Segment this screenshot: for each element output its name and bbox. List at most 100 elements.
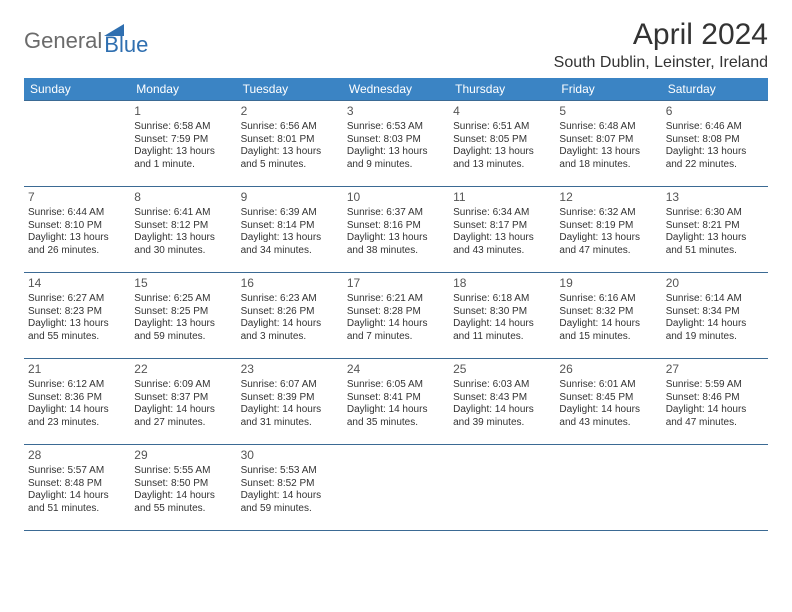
daylight-line: Daylight: 14 hours (134, 490, 232, 503)
daylight-line: and 7 minutes. (347, 331, 445, 344)
sunset-line: Sunset: 8:41 PM (347, 392, 445, 405)
sunrise-line: Sunrise: 6:09 AM (134, 379, 232, 392)
day-cell: 30 Sunrise: 5:53 AMSunset: 8:52 PMDayligh… (237, 445, 343, 531)
day-cell: 17Sunrise: 6:21 AMSunset: 8:28 PMDayligh… (343, 273, 449, 359)
sunrise-line: Sunrise: 5:53 AM (241, 465, 339, 478)
day-cell: 16Sunrise: 6:23 AMSunset: 8:26 PMDayligh… (237, 273, 343, 359)
week-row: 21 Sunrise: 6:12 AMSunset: 8:36 PM Dayligh… (24, 359, 768, 445)
daylight-line: Daylight: 14 hours (347, 318, 445, 331)
sunset-line: Sunset: 8:16 PM (347, 220, 445, 233)
daylight-line: Daylight: 14 hours (666, 318, 764, 331)
day-cell: 2Sunrise: 6:56 AMSunset: 8:01 PMDaylight… (237, 101, 343, 187)
sunrise-line: Sunrise: 6:12 AM (28, 379, 126, 392)
day-number: 30 (241, 448, 339, 463)
sunset-line: Sunset: 8:28 PM (347, 306, 445, 319)
daylight-line: and 23 minutes. (28, 417, 126, 430)
day-number: 27 (666, 362, 764, 377)
daylight-line: and 5 minutes. (241, 159, 339, 172)
daylight-line: and 27 minutes. (134, 417, 232, 430)
daylight-line: and 59 minutes. (134, 331, 232, 344)
sunrise-line: Sunrise: 6:58 AM (134, 121, 232, 134)
day-number: 8 (134, 190, 232, 205)
sunset-line: Sunset: 8:01 PM (241, 134, 339, 147)
daylight-line: and 55 minutes. (28, 331, 126, 344)
day-cell: 7Sunrise: 6:44 AMSunset: 8:10 PMDaylight… (24, 187, 130, 273)
day-cell: 5Sunrise: 6:48 AMSunset: 8:07 PMDaylight… (555, 101, 661, 187)
day-cell: 1Sunrise: 6:58 AMSunset: 7:59 PMDaylight… (130, 101, 236, 187)
day-number: 26 (559, 362, 657, 377)
daylight-line: and 3 minutes. (241, 331, 339, 344)
daylight-line: and 19 minutes. (666, 331, 764, 344)
sunrise-line: Sunrise: 6:14 AM (666, 293, 764, 306)
day-header: Sunday (24, 78, 130, 101)
sunset-line: Sunset: 8:36 PM (28, 392, 126, 405)
sunset-line: Sunset: 8:10 PM (28, 220, 126, 233)
daylight-line: Daylight: 14 hours (241, 404, 339, 417)
day-number: 5 (559, 104, 657, 119)
daylight-line: and 22 minutes. (666, 159, 764, 172)
day-number: 21 (28, 362, 126, 377)
day-number: 28 (28, 448, 126, 463)
sunrise-line: Sunrise: 6:01 AM (559, 379, 657, 392)
day-cell: 19 Sunrise: 6:16 AMSunset: 8:32 PMDayligh… (555, 273, 661, 359)
sunrise-line: Sunrise: 6:34 AM (453, 207, 551, 220)
day-header-row: Sunday Monday Tuesday Wednesday Thursday… (24, 78, 768, 101)
sunrise-line: Sunrise: 6:41 AM (134, 207, 232, 220)
sunset-line: Sunset: 8:19 PM (559, 220, 657, 233)
day-cell: 26Sunrise: 6:01 AMSunset: 8:45 PMDayligh… (555, 359, 661, 445)
daylight-line: and 18 minutes. (559, 159, 657, 172)
sunset-line: Sunset: 8:32 PM (559, 306, 657, 319)
day-number: 1 (134, 104, 232, 119)
week-row: 1 Sunrise: 6:58 AMSunset: 7:59 PM Daylight… (24, 101, 768, 187)
day-number: 2 (241, 104, 339, 119)
daylight-line: and 59 minutes. (241, 503, 339, 516)
day-cell: 21Sunrise: 6:12 AMSunset: 8:36 PMDayligh… (24, 359, 130, 445)
daylight-line: Daylight: 14 hours (666, 404, 764, 417)
logo: GeneralBlue (24, 24, 148, 54)
sunrise-line: Sunrise: 6:16 AM (559, 293, 657, 306)
day-cell: 25Sunrise: 6:03 AMSunset: 8:43 PMDayligh… (449, 359, 555, 445)
sunrise-line: Sunrise: 6:51 AM (453, 121, 551, 134)
sunset-line: Sunset: 8:52 PM (241, 478, 339, 491)
day-cell: 20Sunrise: 6:14 AMSunset: 8:34 PMDayligh… (662, 273, 768, 359)
day-number: 14 (28, 276, 126, 291)
day-cell: 12Sunrise: 6:32 AMSunset: 8:19 PMDayligh… (555, 187, 661, 273)
day-cell (24, 101, 130, 187)
daylight-line: Daylight: 14 hours (559, 318, 657, 331)
logo-text-general: General (24, 28, 102, 54)
sunrise-line: Sunrise: 5:57 AM (28, 465, 126, 478)
day-number: 10 (347, 190, 445, 205)
day-cell: 9Sunrise: 6:39 AMSunset: 8:14 PMDaylight… (237, 187, 343, 273)
sunrise-line: Sunrise: 6:32 AM (559, 207, 657, 220)
daylight-line: Daylight: 13 hours (559, 232, 657, 245)
daylight-line: Daylight: 13 hours (666, 146, 764, 159)
day-header: Thursday (449, 78, 555, 101)
sunrise-line: Sunrise: 6:25 AM (134, 293, 232, 306)
day-cell: 29Sunrise: 5:55 AMSunset: 8:50 PMDayligh… (130, 445, 236, 531)
daylight-line: Daylight: 13 hours (28, 318, 126, 331)
day-header: Wednesday (343, 78, 449, 101)
calendar-body: 1 Sunrise: 6:58 AMSunset: 7:59 PM Daylight… (24, 101, 768, 531)
daylight-line: and 38 minutes. (347, 245, 445, 258)
day-number: 20 (666, 276, 764, 291)
sunrise-line: Sunrise: 6:53 AM (347, 121, 445, 134)
sunrise-line: Sunrise: 6:39 AM (241, 207, 339, 220)
daylight-line: and 47 minutes. (559, 245, 657, 258)
sunset-line: Sunset: 8:05 PM (453, 134, 551, 147)
sunset-line: Sunset: 7:59 PM (134, 134, 232, 147)
day-number: 6 (666, 104, 764, 119)
day-number: 4 (453, 104, 551, 119)
sunrise-line: Sunrise: 6:46 AM (666, 121, 764, 134)
sunrise-line: Sunrise: 5:59 AM (666, 379, 764, 392)
location-subtitle: South Dublin, Leinster, Ireland (554, 54, 768, 72)
calendar-table: Sunday Monday Tuesday Wednesday Thursday… (24, 78, 768, 531)
daylight-line: Daylight: 14 hours (241, 490, 339, 503)
calendar-head: Sunday Monday Tuesday Wednesday Thursday… (24, 78, 768, 101)
day-number: 29 (134, 448, 232, 463)
sunset-line: Sunset: 8:21 PM (666, 220, 764, 233)
sunrise-line: Sunrise: 6:27 AM (28, 293, 126, 306)
daylight-line: and 13 minutes. (453, 159, 551, 172)
day-number: 19 (559, 276, 657, 291)
day-number: 18 (453, 276, 551, 291)
day-number: 3 (347, 104, 445, 119)
